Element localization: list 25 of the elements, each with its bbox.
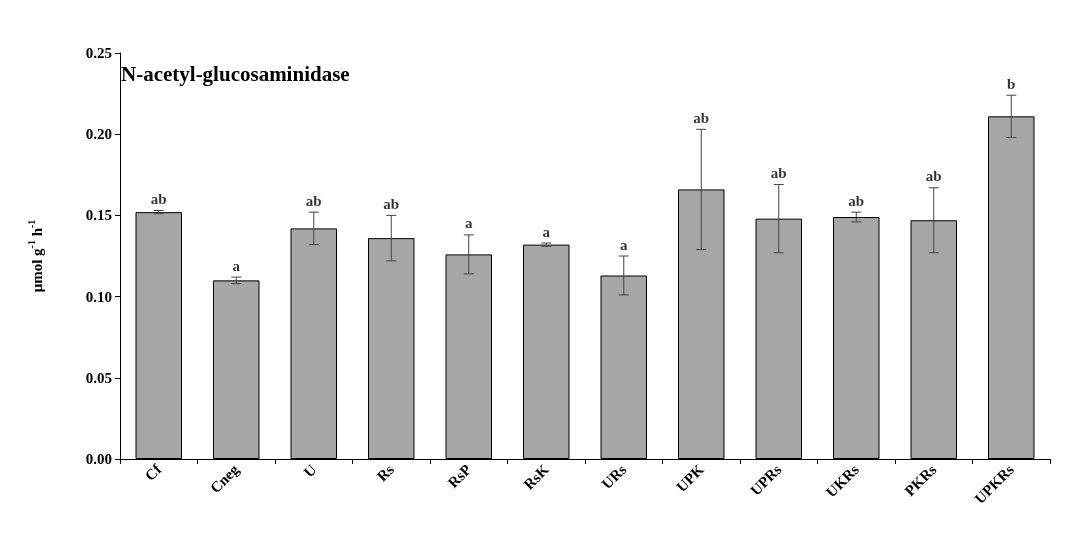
- annotation: ab: [925, 168, 942, 185]
- annotation: ab: [150, 191, 167, 208]
- annotation: ab: [383, 195, 400, 212]
- y-tick-label: 0.10: [85, 288, 112, 305]
- annotation: ab: [305, 192, 322, 209]
- y-axis-title: μmol g-1 h-1: [25, 219, 45, 293]
- chart-title: N-acetyl-glucosaminidase: [121, 61, 350, 86]
- y-tick-label: 0.15: [85, 207, 112, 224]
- annotation: b: [1007, 75, 1016, 92]
- annotation: a: [542, 223, 551, 240]
- x-tick-label: RsP: [444, 461, 475, 491]
- annotation: a: [232, 257, 241, 274]
- y-tick-label: 0.00: [85, 451, 112, 467]
- annotation: a: [620, 236, 628, 253]
- annotation: ab: [770, 165, 787, 182]
- x-tick-label: U: [300, 461, 320, 481]
- x-tick-label: URs: [598, 461, 630, 493]
- y-tick-label: 0.20: [85, 126, 112, 143]
- annotation: ab: [693, 109, 710, 126]
- x-tick-label: Cf: [141, 460, 166, 484]
- y-tick-label: 0.25: [85, 45, 112, 61]
- annotation: ab: [848, 192, 865, 209]
- x-tick-label: Rs: [373, 461, 398, 485]
- annotation: a: [465, 215, 473, 232]
- y-tick-label: 0.05: [85, 369, 112, 386]
